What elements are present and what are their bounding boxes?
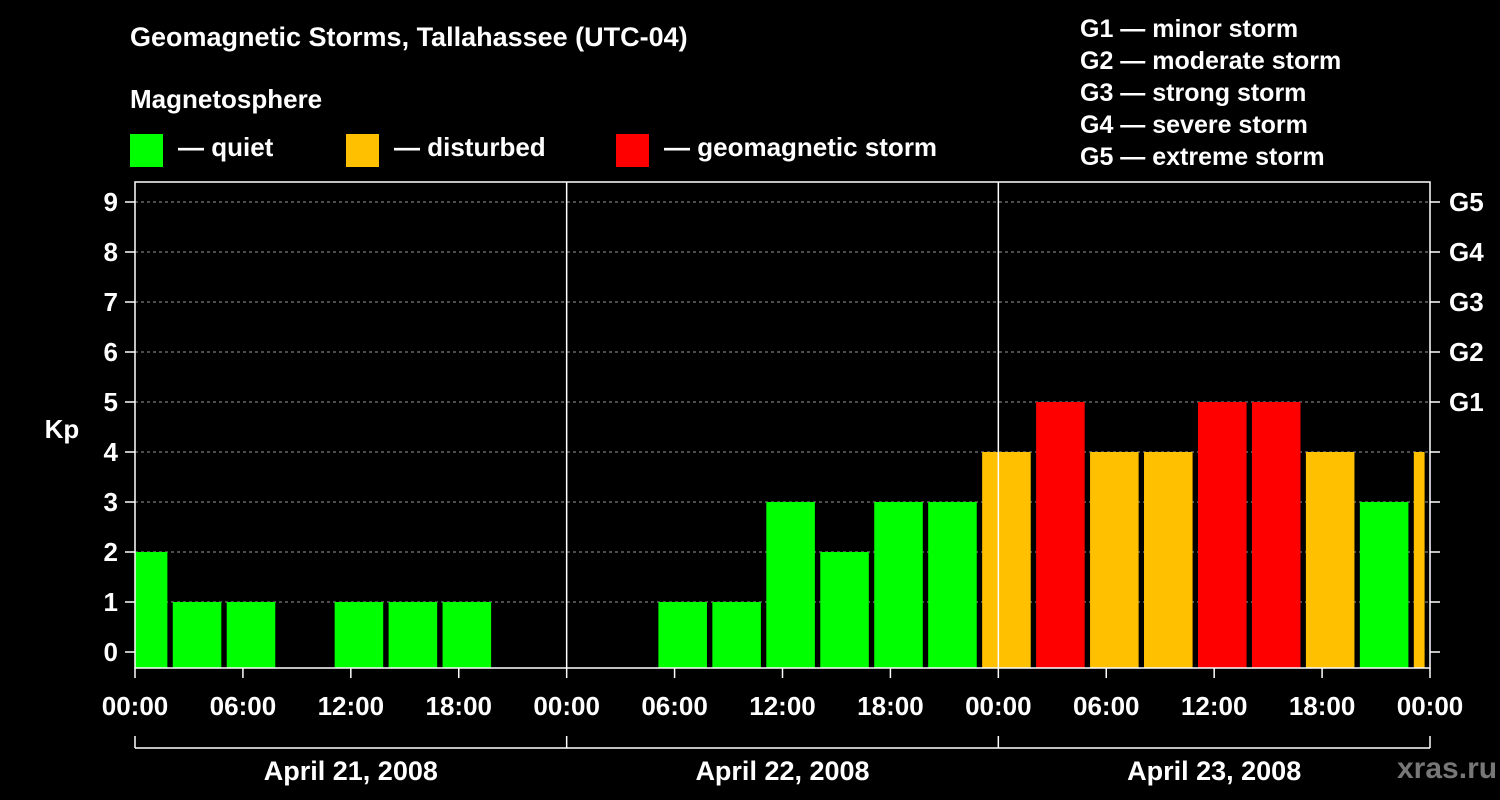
g-scale-legend-g4: G4 — severe storm [1080,111,1308,139]
date-label-1: April 22, 2008 [695,756,869,786]
right-tick-label-G5: G5 [1449,187,1484,217]
bar-6 [658,602,707,668]
bar-19 [1359,502,1409,668]
x-tick-label-8: 00:00 [965,691,1032,721]
right-tick-label-G2: G2 [1449,337,1484,367]
x-tick-label-6: 12:00 [749,691,816,721]
y-tick-label-8: 8 [104,237,118,267]
y-tick-label-9: 9 [104,187,118,217]
bar-7 [712,602,761,668]
date-label-0: April 21, 2008 [264,756,438,786]
bar-10 [874,502,923,668]
bar-14 [1090,452,1139,668]
y-tick-label-0: 0 [104,637,118,667]
legend-swatch-storm [616,134,649,167]
watermark: xras.ru [1397,752,1498,785]
x-tick-label-3: 18:00 [426,691,493,721]
legend-label-quiet: — quiet [178,132,274,162]
legend-label-storm: — geomagnetic storm [664,132,938,162]
bar-13 [1036,402,1085,668]
y-tick-label-1: 1 [104,587,118,617]
x-tick-label-10: 12:00 [1181,691,1248,721]
legend-label-disturbed: — disturbed [394,132,546,162]
right-tick-label-G4: G4 [1449,237,1484,267]
legend-swatch-disturbed [346,134,379,167]
right-tick-label-G3: G3 [1449,287,1484,317]
right-tick-label-G1: G1 [1449,387,1484,417]
y-tick-label-5: 5 [104,387,118,417]
x-tick-label-0: 00:00 [102,691,169,721]
bar-17 [1251,402,1301,668]
x-tick-label-5: 06:00 [641,691,708,721]
y-axis-label: Kp [45,414,80,444]
bar-3 [334,602,384,668]
magnetosphere-label: Magnetosphere [130,84,323,114]
x-tick-label-2: 12:00 [318,691,385,721]
bar-11 [928,502,977,668]
g-scale-legend-g3: G3 — strong storm [1080,79,1307,107]
y-tick-label-4: 4 [104,437,119,467]
y-tick-label-3: 3 [104,487,118,517]
x-tick-label-12: 00:00 [1397,691,1464,721]
bar-12 [982,452,1031,668]
g-scale-legend-g1: G1 — minor storm [1080,15,1299,43]
bar-8 [766,502,815,668]
bar-4 [388,602,438,668]
bar-16 [1197,402,1247,668]
x-tick-label-4: 00:00 [533,691,600,721]
bar-2 [226,602,276,668]
bar-20 [1413,452,1425,668]
bar-1 [172,602,222,668]
y-tick-label-7: 7 [104,287,118,317]
bar-9 [820,552,869,668]
x-tick-label-7: 18:00 [857,691,924,721]
x-tick-label-11: 18:00 [1289,691,1356,721]
date-label-2: April 23, 2008 [1127,756,1301,786]
y-tick-label-2: 2 [104,537,118,567]
bar-0 [135,552,168,668]
chart-title: Geomagnetic Storms, Tallahassee (UTC-04) [130,22,688,52]
x-tick-label-9: 06:00 [1073,691,1140,721]
bar-18 [1305,452,1355,668]
bar-15 [1144,452,1193,668]
bar-5 [442,602,492,668]
x-tick-label-1: 06:00 [210,691,277,721]
g-scale-legend-g5: G5 — extreme storm [1080,143,1325,171]
legend-swatch-quiet [130,134,163,167]
y-tick-label-6: 6 [104,337,118,367]
g-scale-legend-g2: G2 — moderate storm [1080,47,1342,75]
